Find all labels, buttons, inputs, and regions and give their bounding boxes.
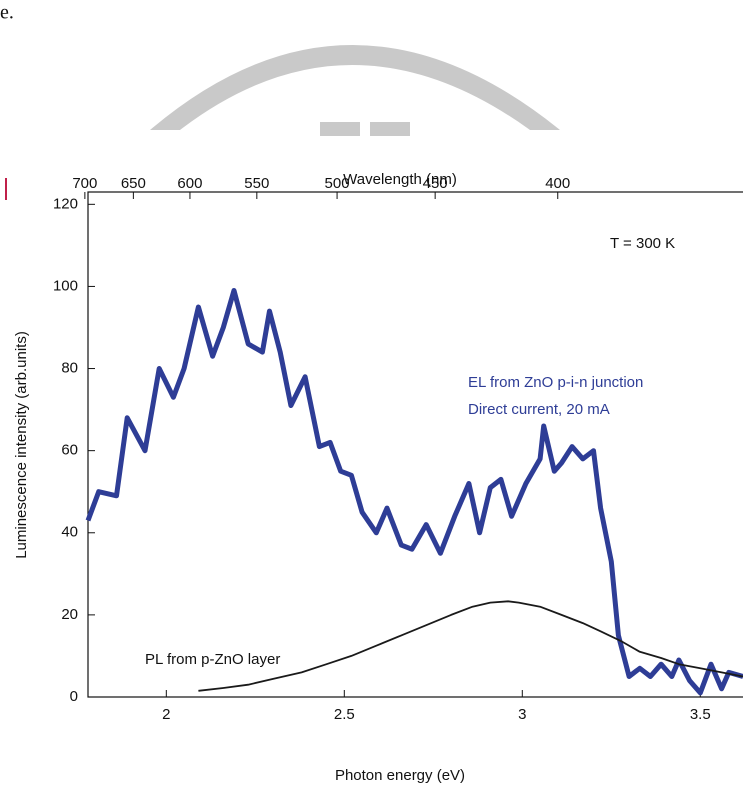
x2-tick-label: 650	[121, 175, 146, 192]
x-tick-label: 2.5	[334, 706, 355, 723]
x2-tick-label: 500	[325, 175, 350, 192]
x-tick-label: 2	[162, 706, 170, 723]
x-tick-label: 3.5	[690, 706, 711, 723]
x-axis-label: Photon energy (eV)	[335, 767, 465, 784]
data-line	[198, 600, 743, 692]
y-tick-label: 120	[53, 195, 78, 212]
margin-mark	[5, 178, 7, 200]
annotation: Direct current, 20 mA	[468, 401, 610, 418]
y-tick-label: 100	[53, 277, 78, 294]
x2-axis-label: Wavelength (nm)	[343, 171, 457, 188]
x2-tick-label: 550	[244, 175, 269, 192]
x2-tick-label: 450	[423, 175, 448, 192]
annotation: EL from ZnO p-i-n junction	[468, 374, 643, 391]
x2-tick-label: 700	[72, 175, 97, 192]
y-tick-label: 60	[61, 442, 78, 459]
logo-watermark	[150, 45, 560, 136]
x-tick-label: 3	[518, 706, 526, 723]
x2-tick-label: 400	[545, 175, 570, 192]
y-axis-label: Luminescence intensity (arb.units)	[13, 331, 30, 559]
y-tick-label: 80	[61, 360, 78, 377]
y-tick-label: 40	[61, 524, 78, 541]
data-line	[85, 288, 743, 696]
plot-frame	[87, 191, 743, 698]
annotation: PL from p-ZnO layer	[145, 651, 280, 668]
x2-tick-label: 600	[177, 175, 202, 192]
annotation: T = 300 K	[610, 235, 675, 252]
y-tick-label: 20	[61, 606, 78, 623]
page-fragment: e.	[0, 2, 14, 24]
y-tick-label: 0	[70, 688, 78, 705]
